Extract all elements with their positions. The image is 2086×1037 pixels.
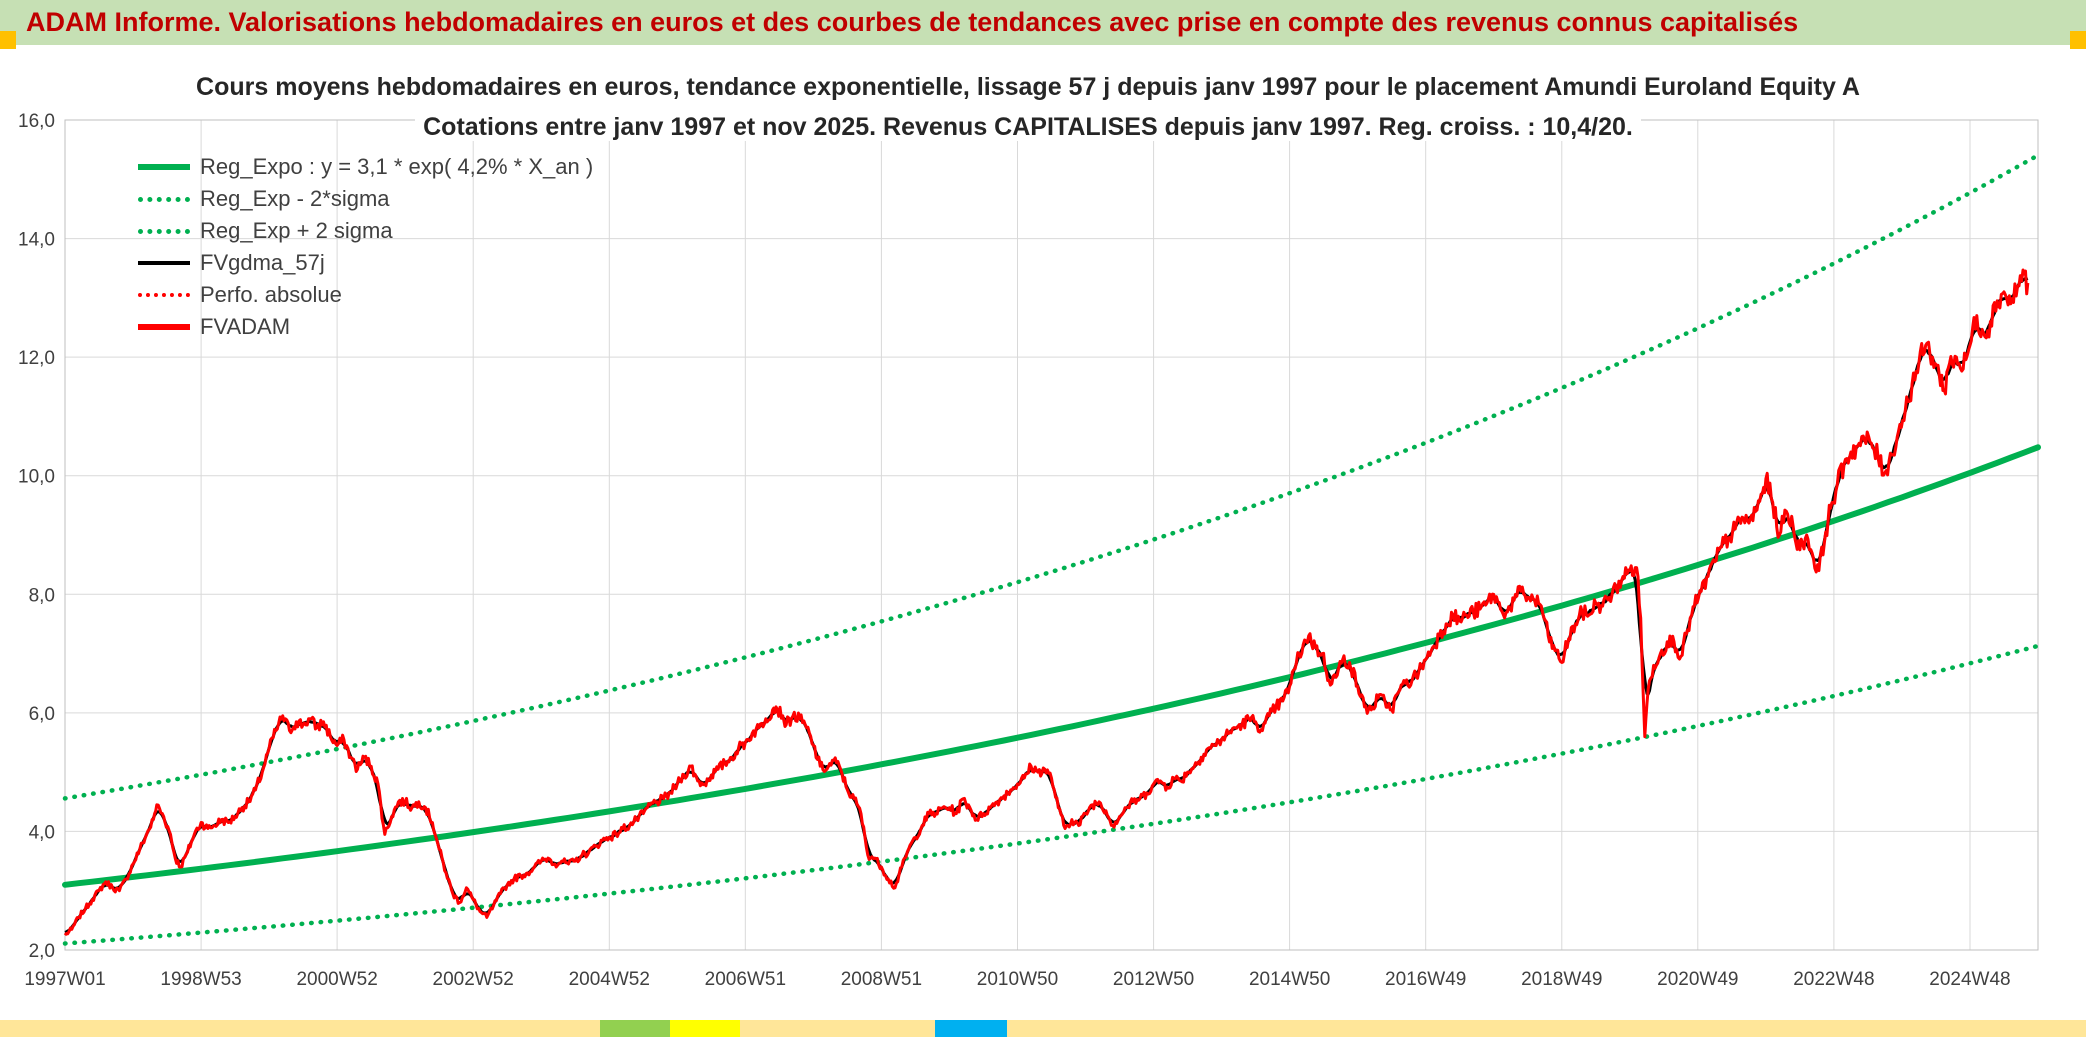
legend-item-2: Reg_Exp - 2*sigma bbox=[138, 183, 593, 215]
chart-title-line1: Cours moyens hebdomadaires en euros, ten… bbox=[188, 73, 1868, 101]
bottom-strip bbox=[0, 1020, 2086, 1037]
x-tick-label: 2012W50 bbox=[1113, 969, 1194, 990]
legend-line-sample bbox=[138, 228, 190, 234]
sheet-strip-segment bbox=[600, 1020, 670, 1037]
x-tick-label: 2014W50 bbox=[1249, 969, 1330, 990]
legend-item-4: FVgdma_57j bbox=[138, 247, 593, 279]
y-tick-label: 16,0 bbox=[18, 111, 55, 132]
x-tick-label: 2002W52 bbox=[433, 969, 514, 990]
legend-line-sample bbox=[138, 324, 190, 330]
x-tick-label: 2024W48 bbox=[1929, 969, 2010, 990]
chart-area: 2,0 4,0 6,0 8,0 10,0 12,0 14,0 16,0 1997W01 1998W… bbox=[0, 45, 2086, 1020]
legend-line-sample bbox=[138, 261, 190, 265]
y-tick-label: 6,0 bbox=[29, 704, 55, 725]
series-reg-expo bbox=[62, 444, 2041, 888]
legend-line-sample bbox=[138, 293, 190, 297]
legend-label: Reg_Expo : y = 3,1 * exp( 4,2% * X_an ) bbox=[200, 154, 594, 179]
series-reg-minus-2sigma bbox=[62, 643, 2041, 946]
sheet-strip-segment bbox=[935, 1020, 1007, 1037]
x-tick-label: 2020W49 bbox=[1657, 969, 1738, 990]
legend-item-5: Perfo. absolue bbox=[138, 279, 593, 311]
legend-line-sample bbox=[138, 196, 190, 202]
legend-label: FVADAM bbox=[200, 314, 291, 339]
series-fvadam bbox=[63, 268, 2030, 937]
y-tick-label: 12,0 bbox=[18, 348, 55, 369]
header-title: ADAM Informe. Valorisations hebdomadaire… bbox=[26, 7, 1799, 37]
x-tick-label: 2016W49 bbox=[1385, 969, 1466, 990]
y-tick-label: 8,0 bbox=[29, 585, 55, 606]
header-bar: ADAM Informe. Valorisations hebdomadaire… bbox=[0, 0, 2086, 45]
legend-label: Reg_Exp - 2*sigma bbox=[200, 186, 390, 211]
x-tick-label: 1998W53 bbox=[160, 969, 241, 990]
chart-title: Cours moyens hebdomadaires en euros, ten… bbox=[0, 67, 2056, 147]
x-tick-label: 1997W01 bbox=[24, 969, 105, 990]
corner-accent-right bbox=[2070, 31, 2086, 49]
x-tick-label: 2004W52 bbox=[569, 969, 650, 990]
legend: Reg_Expo : y = 3,1 * exp( 4,2% * X_an ) R… bbox=[138, 151, 593, 343]
x-tick-label: 2018W49 bbox=[1521, 969, 1602, 990]
chart-canvas: 2,0 4,0 6,0 8,0 10,0 12,0 14,0 16,0 1997W01 1998W… bbox=[18, 111, 2041, 990]
series-fvgdma-57j bbox=[64, 276, 2029, 934]
series-reg-plus-2sigma bbox=[62, 153, 2041, 801]
x-tick-label: 2008W51 bbox=[841, 969, 922, 990]
sheet-strip-segment bbox=[670, 1020, 740, 1037]
legend-label: Perfo. absolue bbox=[200, 282, 342, 307]
legend-label: FVgdma_57j bbox=[200, 250, 325, 275]
y-tick-label: 10,0 bbox=[18, 467, 55, 488]
x-tick-label: 2010W50 bbox=[977, 969, 1058, 990]
legend-item-6: FVADAM bbox=[138, 311, 593, 343]
chart-title-line2: Cotations entre janv 1997 et nov 2025. R… bbox=[415, 113, 1641, 141]
legend-line-sample bbox=[138, 164, 190, 170]
legend-item-1: Reg_Expo : y = 3,1 * exp( 4,2% * X_an ) bbox=[138, 151, 593, 183]
legend-label: Reg_Exp + 2 sigma bbox=[200, 218, 393, 243]
x-tick-label: 2006W51 bbox=[705, 969, 786, 990]
x-tick-label: 2000W52 bbox=[296, 969, 377, 990]
x-tick-label: 2022W48 bbox=[1793, 969, 1874, 990]
y-tick-label: 2,0 bbox=[29, 941, 55, 962]
y-tick-label: 4,0 bbox=[29, 822, 55, 843]
legend-item-3: Reg_Exp + 2 sigma bbox=[138, 215, 593, 247]
y-tick-label: 14,0 bbox=[18, 230, 55, 251]
corner-accent-left bbox=[0, 31, 16, 49]
